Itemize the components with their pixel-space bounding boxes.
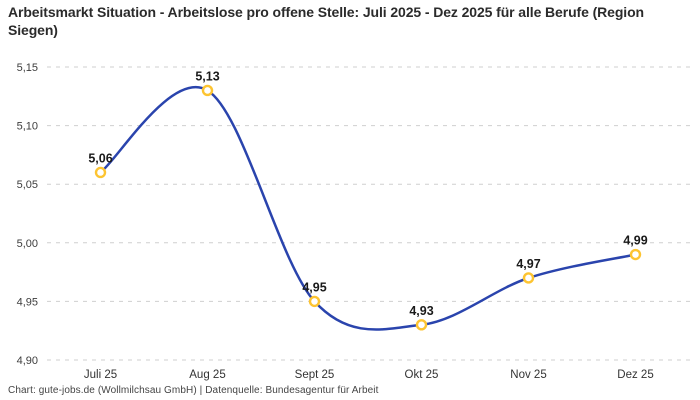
chart-title: Arbeitsmarkt Situation - Arbeitslose pro… (8, 4, 644, 38)
data-point-label: 4,97 (516, 257, 540, 271)
y-axis-tick-label: 4,90 (17, 355, 38, 367)
y-axis-tick-label: 5,10 (17, 121, 38, 133)
data-point-label: 4,99 (623, 234, 647, 248)
y-axis-tick-label: 5,15 (17, 62, 38, 74)
x-axis-tick-label: Sept 25 (295, 369, 335, 381)
x-axis-tick-label: Nov 25 (510, 369, 546, 381)
x-axis-tick-label: Okt 25 (405, 369, 439, 381)
data-point-marker (415, 319, 428, 331)
series-line (99, 86, 636, 331)
data-point-label: 5,06 (88, 151, 112, 165)
x-axis-tick-label: Aug 25 (189, 369, 225, 381)
x-axis-tick-label: Juli 25 (84, 369, 117, 381)
x-axis-tick-label: Dez 25 (617, 369, 653, 381)
data-point-marker (201, 84, 214, 97)
chart-footer: Chart: gute-jobs.de (Wollmilchsau GmbH) … (8, 385, 379, 396)
data-point-label: 5,13 (195, 69, 219, 83)
y-axis-tick-label: 4,95 (17, 296, 38, 308)
data-point-marker (629, 248, 642, 261)
data-point-marker (94, 166, 107, 179)
y-axis-tick-label: 5,05 (17, 179, 38, 191)
y-axis-tick-label: 5,00 (17, 238, 38, 250)
data-point-label: 4,93 (409, 304, 433, 318)
data-point-marker (308, 295, 321, 308)
data-point-label: 4,95 (302, 280, 326, 294)
data-point-marker (522, 272, 535, 284)
